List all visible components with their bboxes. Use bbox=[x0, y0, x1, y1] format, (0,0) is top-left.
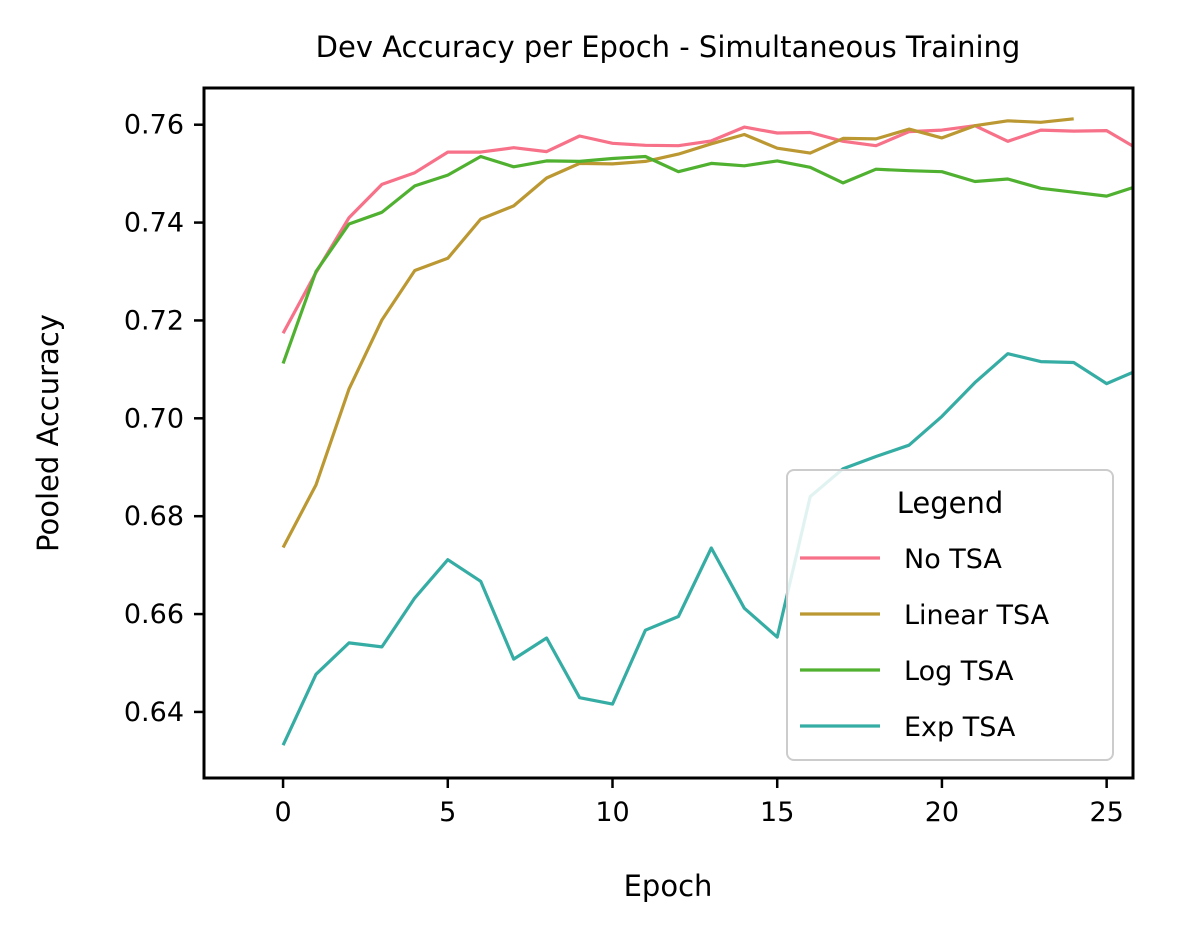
chart-title: Dev Accuracy per Epoch - Simultaneous Tr… bbox=[316, 30, 1021, 64]
x-tick-label: 20 bbox=[925, 797, 959, 828]
x-axis-ticks: 0 5 10 15 20 25 bbox=[274, 778, 1124, 828]
x-tick-label: 5 bbox=[439, 797, 456, 828]
x-tick-label: 25 bbox=[1089, 797, 1123, 828]
y-tick-label: 0.76 bbox=[124, 110, 184, 141]
legend-title: Legend bbox=[897, 486, 1004, 520]
y-tick-label: 0.74 bbox=[124, 208, 184, 239]
series-line-2 bbox=[281, 117, 1074, 549]
legend-label: Log TSA bbox=[904, 656, 1014, 687]
x-tick-label: 10 bbox=[595, 797, 629, 828]
y-tick-label: 0.70 bbox=[124, 403, 184, 434]
y-tick-label: 0.68 bbox=[124, 501, 184, 532]
x-axis-label: Epoch bbox=[624, 869, 713, 903]
series-line-3 bbox=[281, 154, 1133, 365]
legend-label: No TSA bbox=[904, 544, 1002, 575]
y-tick-label: 0.72 bbox=[124, 305, 184, 336]
x-tick-label: 15 bbox=[760, 797, 794, 828]
y-tick-label: 0.64 bbox=[124, 697, 184, 728]
series-line-4 bbox=[281, 352, 1133, 746]
y-axis-ticks: 0.64 0.66 0.68 0.70 0.72 0.74 0.76 bbox=[124, 110, 204, 728]
legend-box bbox=[786, 469, 1114, 761]
y-tick-label: 0.66 bbox=[124, 599, 184, 630]
plot-frame bbox=[202, 86, 1135, 780]
legend-label: Linear TSA bbox=[904, 600, 1050, 631]
legend-entries: No TSA Linear TSA Log TSA Exp TSA bbox=[800, 544, 1050, 743]
y-axis-label: Pooled Accuracy bbox=[31, 314, 65, 552]
series-line-1 bbox=[281, 124, 1133, 334]
legend: Legend No TSA Linear TSA Log TSA Exp TSA bbox=[786, 469, 1114, 761]
x-tick-label: 0 bbox=[274, 797, 291, 828]
legend-label: Exp TSA bbox=[904, 712, 1016, 743]
series-layer bbox=[281, 117, 1133, 746]
